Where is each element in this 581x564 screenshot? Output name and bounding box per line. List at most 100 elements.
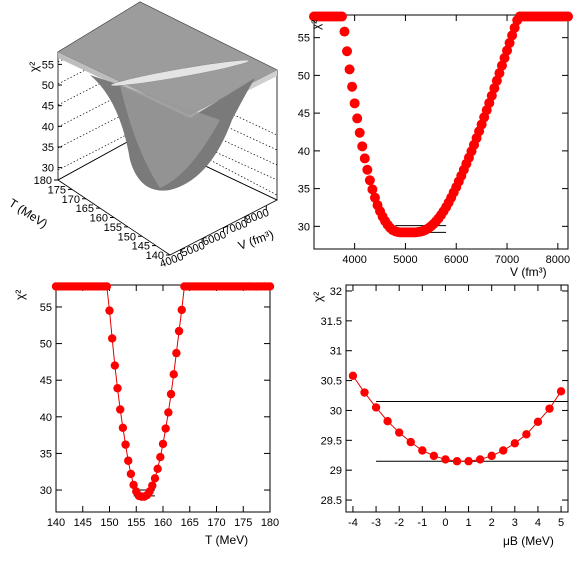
y-tick-label: 45	[298, 108, 310, 120]
series-line	[56, 285, 270, 498]
data-point	[352, 113, 363, 124]
data-point	[359, 153, 370, 164]
data-point	[357, 141, 368, 152]
volume-panel: 4000 5000 6000 7000 8000 30 35 40 45 50 55 χ² V (f…	[298, 11, 573, 279]
data-point	[499, 53, 510, 64]
x-tick-label: 165	[181, 517, 199, 529]
data-point	[177, 305, 186, 315]
x-tick-label: 4	[535, 517, 541, 529]
y-tick-label: 140	[146, 250, 164, 262]
data-point	[172, 348, 181, 358]
y-tick-label: 155	[104, 222, 122, 234]
y-tick-label: 35	[40, 448, 52, 460]
z-tick-label: 30	[42, 163, 54, 175]
x-tick-label: 160	[154, 517, 172, 529]
data-point	[509, 22, 520, 33]
surface-panel: 30 35 40 45 50 55 180175170165160155150145140…	[6, 1, 278, 271]
y-tick-label: 35	[298, 184, 310, 196]
data-point	[360, 388, 369, 397]
mub-plot-frame	[345, 284, 569, 513]
data-point	[349, 98, 360, 109]
x-tick-label: 170	[207, 517, 225, 529]
data-point	[489, 83, 500, 94]
data-point	[102, 282, 112, 291]
y-tick-label: 30	[40, 485, 52, 497]
z-tick-label: 50	[42, 80, 54, 92]
data-point	[367, 184, 378, 195]
data-point	[354, 127, 365, 138]
data-point	[429, 451, 439, 461]
data-point	[110, 361, 120, 370]
temperature-xlabel: T (MeV)	[205, 533, 248, 547]
data-point	[166, 389, 176, 399]
data-point	[342, 46, 353, 57]
data-point	[161, 424, 170, 433]
x-tick-label: 180	[261, 517, 279, 529]
data-point	[116, 405, 125, 414]
y-tick-label: 40	[40, 412, 52, 424]
z-tick-label: 45	[42, 101, 54, 113]
data-point	[464, 457, 473, 466]
x-tick-label: 6000	[444, 254, 468, 266]
data-point	[441, 455, 450, 464]
data-point	[336, 11, 347, 22]
z-tick-label: 35	[42, 142, 54, 154]
y-tick-label: 31	[330, 346, 342, 358]
series-line	[352, 375, 562, 462]
x-tick-label: 1	[466, 517, 472, 529]
data-point	[344, 64, 355, 75]
data-point	[362, 164, 373, 175]
data-point	[339, 26, 350, 37]
data-point	[153, 464, 162, 473]
y-tick-label: 160	[90, 213, 108, 225]
data-point	[113, 384, 122, 393]
data-point	[502, 45, 513, 56]
x-tick-label: 4000	[342, 254, 366, 266]
temperature-ylabel: χ²	[13, 290, 27, 300]
data-point	[533, 417, 543, 426]
z-tick-label: 40	[42, 121, 54, 133]
volume-plot-frame	[313, 14, 569, 250]
y-tick-label: 55	[40, 302, 52, 314]
x-tick-label: 8000	[244, 207, 271, 227]
y-tick-label: 29	[330, 465, 342, 477]
data-point	[496, 60, 507, 71]
surface-trough-shade	[120, 85, 220, 188]
surface-ylabel: T (MeV)	[6, 196, 50, 231]
data-point	[394, 428, 404, 437]
x-tick-label: 150	[100, 517, 118, 529]
y-tick-label: 28.5	[321, 495, 342, 507]
data-point	[507, 30, 518, 41]
y-tick-label: 180	[34, 175, 52, 187]
surface-minimum-valley	[110, 59, 250, 87]
data-point	[491, 75, 502, 86]
data-point	[265, 282, 275, 291]
y-tick-label: 29.5	[321, 435, 342, 447]
data-point	[371, 403, 381, 412]
data-point	[418, 446, 427, 455]
data-point	[126, 469, 136, 479]
surface-zlabel: χ²	[27, 62, 41, 72]
x-tick-label: 140	[47, 517, 65, 529]
data-point	[158, 439, 168, 449]
data-point	[494, 68, 505, 79]
y-tick-label: 165	[76, 203, 94, 215]
volume-xlabel: V (fm³)	[510, 265, 547, 279]
temperature-plot-frame	[55, 284, 271, 513]
x-tick-label: -1	[417, 517, 427, 529]
x-tick-label: 7000	[495, 254, 519, 266]
mub-ylabel: χ²	[311, 292, 325, 302]
surface-base	[57, 134, 278, 256]
temperature-panel: 140 145 150 155 160 165 170 175 180303540455055 …	[13, 282, 279, 547]
x-tick-label: 3	[512, 517, 518, 529]
data-point	[364, 175, 375, 186]
data-point	[556, 387, 566, 396]
data-point	[452, 457, 462, 466]
x-tick-label: 2	[489, 517, 495, 529]
x-tick-label: 175	[234, 517, 252, 529]
y-tick-label: 170	[62, 194, 80, 206]
data-point	[499, 446, 508, 455]
volume-ylabel: χ²	[309, 20, 323, 30]
data-point	[348, 371, 358, 380]
